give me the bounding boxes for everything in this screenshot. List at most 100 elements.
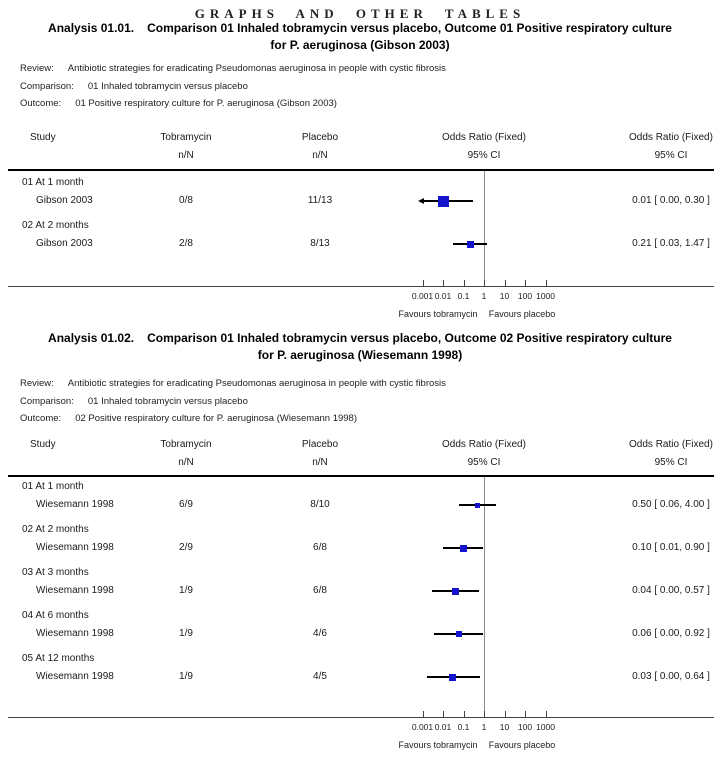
- analysis-heading: Analysis 01.01. Comparison 01 Inhaled tob…: [0, 20, 720, 54]
- meta-outcome-value: 01 Positive respiratory culture for P. a…: [75, 98, 337, 109]
- axis-tick-label: 10: [499, 291, 510, 301]
- or-marker: [456, 631, 462, 637]
- treatment-nn: 2/9: [179, 542, 193, 553]
- header-rule: [8, 475, 714, 477]
- favours-right-label: Favours placebo: [488, 740, 556, 750]
- or-marker: [451, 587, 459, 595]
- axis-tick: [545, 711, 547, 717]
- axis-line: [8, 286, 714, 287]
- col-header-or-plot: Odds Ratio (Fixed): [442, 132, 526, 143]
- analysis-title-line2: for P. aeruginosa (Gibson 2003): [270, 38, 450, 52]
- study-label: Gibson 2003: [36, 195, 93, 206]
- or-marker: [460, 544, 467, 552]
- meta-outcome-line: Outcome: 01 Positive respiratory culture …: [20, 98, 337, 109]
- meta-comparison-label: Comparison:: [20, 395, 74, 407]
- axis-tick-label: 100: [517, 722, 533, 732]
- axis-tick-label: 1000: [536, 291, 555, 301]
- meta-review-value: Antibiotic strategies for eradicating Ps…: [67, 378, 446, 389]
- axis-tick: [422, 711, 424, 717]
- axis-tick: [484, 280, 485, 286]
- col-header-control-nn: n/N: [312, 150, 328, 161]
- analysis-heading: Analysis 01.02. Comparison 01 Inhaled tob…: [0, 330, 720, 364]
- control-nn: 8/10: [310, 499, 330, 510]
- treatment-nn: 1/9: [179, 671, 193, 682]
- subgroup-label: 02 At 2 months: [22, 220, 89, 231]
- treatment-nn: 1/9: [179, 585, 193, 596]
- or-value: 0.04 [ 0.00, 0.57 ]: [632, 585, 710, 596]
- col-header-control-nn: n/N: [312, 457, 328, 468]
- analysis-title-line1: Comparison 01 Inhaled tobramycin versus …: [147, 21, 672, 35]
- axis-tick-label: 0.001: [411, 291, 434, 301]
- no-effect-center-line: [484, 171, 485, 286]
- treatment-nn: 0/8: [179, 195, 193, 206]
- col-header-study: Study: [30, 439, 56, 450]
- col-header-or-text: Odds Ratio (Fixed): [629, 439, 713, 450]
- analysis-number: Analysis 01.02.: [48, 331, 135, 345]
- axis-tick-label: 0.001: [411, 722, 434, 732]
- study-label: Wiesemann 1998: [36, 499, 114, 510]
- axis-tick: [525, 280, 526, 286]
- axis-tick-label: 1: [481, 291, 487, 301]
- axis-tick-label: 0.1: [457, 291, 470, 301]
- favours-left-label: Favours tobramycin: [398, 740, 478, 750]
- analysis-number: Analysis 01.01.: [48, 21, 135, 35]
- axis-tick: [545, 280, 547, 286]
- col-header-control: Placebo: [301, 132, 339, 143]
- axis-tick: [443, 711, 444, 717]
- col-header-or-text-ci: 95% CI: [654, 150, 688, 161]
- axis-tick: [443, 280, 444, 286]
- axis-tick: [525, 711, 526, 717]
- analysis-title-line1: Comparison 01 Inhaled tobramycin versus …: [147, 331, 672, 345]
- page-title: GRAPHS AND OTHER TABLES: [194, 6, 526, 21]
- subgroup-label: 01 At 1 month: [22, 481, 84, 492]
- subgroup-label: 01 At 1 month: [22, 177, 84, 188]
- study-label: Wiesemann 1998: [36, 585, 114, 596]
- axis-line: [8, 717, 714, 718]
- meta-review-line: Review: Antibiotic strategies for eradica…: [20, 63, 446, 74]
- meta-review-line: Review: Antibiotic strategies for eradica…: [20, 378, 446, 389]
- meta-comparison-value: 01 Inhaled tobramycin versus placebo: [87, 80, 248, 92]
- axis-tick: [463, 711, 465, 717]
- analysis-title-line2: for P. aeruginosa (Wiesemann 1998): [257, 348, 463, 362]
- axis-tick: [422, 280, 424, 286]
- axis-tick-label: 1: [481, 722, 487, 732]
- or-value: 0.01 [ 0.00, 0.30 ]: [632, 195, 710, 206]
- or-marker: [449, 673, 457, 681]
- col-header-or-plot: Odds Ratio (Fixed): [442, 439, 526, 450]
- or-marker: [466, 240, 474, 248]
- treatment-nn: 2/8: [179, 238, 193, 249]
- no-effect-center-line: [484, 477, 485, 717]
- control-nn: 6/8: [313, 542, 327, 553]
- col-header-or-text: Odds Ratio (Fixed): [629, 132, 713, 143]
- meta-outcome-value: 02 Positive respiratory culture for P. a…: [75, 413, 357, 424]
- axis-tick-label: 0.01: [434, 291, 452, 301]
- meta-comparison-line: Comparison: 01 Inhaled tobramycin versus …: [20, 396, 248, 407]
- meta-review-value: Antibiotic strategies for eradicating Ps…: [67, 63, 446, 74]
- col-header-treatment-nn: n/N: [178, 457, 194, 468]
- meta-review-label: Review:: [20, 378, 54, 389]
- axis-tick-label: 0.1: [457, 722, 470, 732]
- study-label: Wiesemann 1998: [36, 628, 114, 639]
- or-value: 0.21 [ 0.03, 1.47 ]: [632, 238, 710, 249]
- or-value: 0.50 [ 0.06, 4.00 ]: [632, 499, 710, 510]
- favours-right-label: Favours placebo: [488, 309, 556, 319]
- ci-left-arrow-icon: [417, 197, 424, 204]
- axis-tick-label: 10: [499, 722, 510, 732]
- axis-tick-label: 0.01: [434, 722, 452, 732]
- meta-comparison-label: Comparison:: [20, 80, 74, 92]
- col-header-treatment: Tobramycin: [160, 132, 212, 143]
- axis-tick: [463, 280, 465, 286]
- control-nn: 8/13: [310, 238, 330, 249]
- control-nn: 4/6: [313, 628, 327, 639]
- or-value: 0.10 [ 0.01, 0.90 ]: [632, 542, 710, 553]
- favours-left-label: Favours tobramycin: [398, 309, 478, 319]
- control-nn: 4/5: [313, 671, 327, 682]
- subgroup-label: 03 At 3 months: [22, 567, 89, 578]
- subgroup-label: 04 At 6 months: [22, 610, 89, 621]
- subgroup-label: 02 At 2 months: [22, 524, 89, 535]
- axis-tick-label: 100: [517, 291, 533, 301]
- col-header-or-plot-ci: 95% CI: [467, 457, 501, 468]
- subgroup-label: 05 At 12 months: [22, 653, 95, 664]
- or-marker: [475, 502, 481, 508]
